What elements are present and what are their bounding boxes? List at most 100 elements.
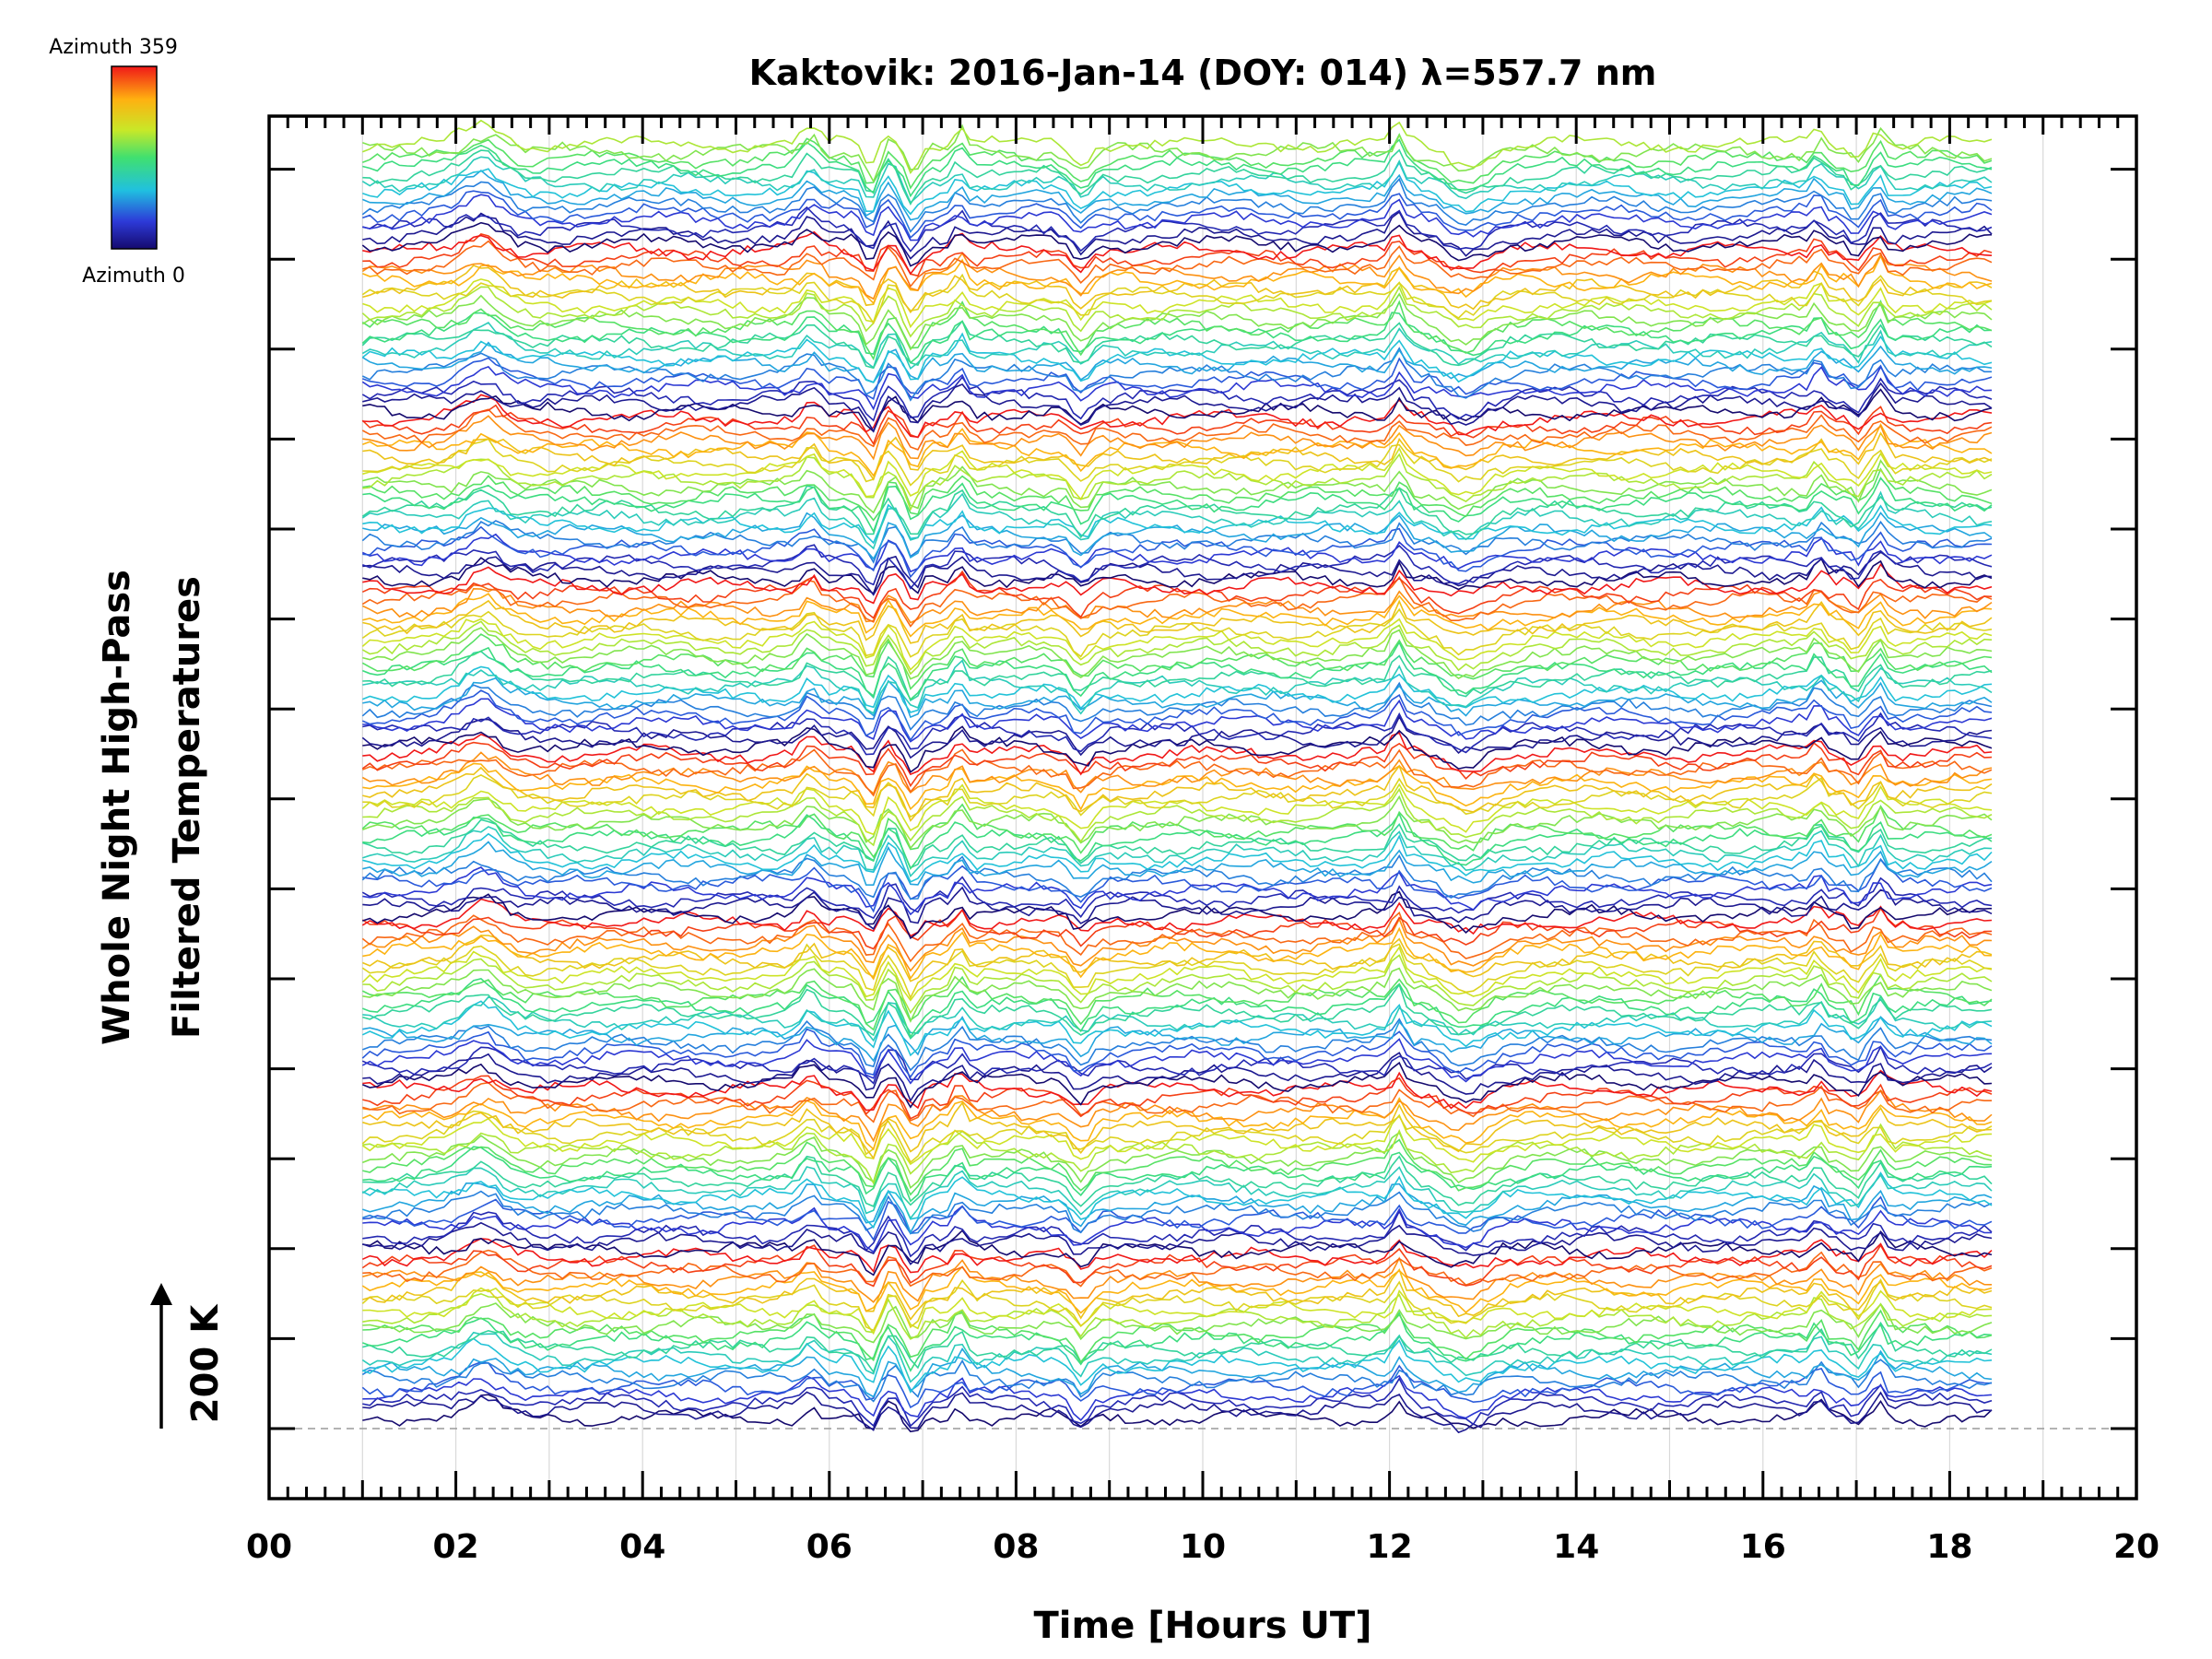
series-line: [362, 1292, 1993, 1340]
series-line: [361, 1045, 1993, 1085]
series-line: [362, 194, 1993, 241]
series-line: [362, 1302, 1993, 1344]
series-line: [362, 967, 1993, 1023]
series-line: [361, 177, 1993, 233]
series-line: [362, 857, 1993, 913]
series-line: [362, 1075, 1993, 1120]
series-line: [362, 1182, 1993, 1235]
series-line: [362, 832, 1993, 883]
series-line: [362, 557, 1993, 595]
series-line: [362, 357, 1993, 400]
x-tick-label: 12: [1367, 1528, 1413, 1566]
series-line: [361, 715, 1993, 759]
colorbar-gradient: [111, 65, 158, 250]
series-line: [361, 404, 1993, 446]
x-tick-label: 06: [806, 1528, 853, 1566]
series-line: [361, 292, 1993, 351]
x-tick-label: 00: [246, 1528, 292, 1566]
series-line: [361, 911, 1993, 963]
series-line: [362, 1287, 1993, 1335]
x-tick-label: 14: [1553, 1528, 1599, 1566]
series-line: [361, 876, 1993, 920]
x-tick-label: 08: [993, 1528, 1039, 1566]
series-line: [362, 841, 1993, 887]
series-line: [362, 1061, 1993, 1109]
series-line: [362, 774, 1993, 818]
x-axis-label: Time [Hours UT]: [1034, 1605, 1372, 1647]
series-line: [362, 1155, 1993, 1207]
x-tick-label: 04: [619, 1528, 665, 1566]
series-line: [362, 1249, 1993, 1288]
x-tick-label: 20: [2113, 1528, 2159, 1566]
series-line: [361, 221, 1993, 267]
series-line: [362, 994, 1993, 1042]
series-line: [362, 190, 1993, 240]
series-line: [362, 665, 1993, 713]
series-line: [361, 681, 1993, 731]
series-group: [361, 119, 1993, 1434]
x-tick-label: 02: [433, 1528, 479, 1566]
series-line: [362, 1018, 1993, 1072]
series-line: [362, 787, 1993, 847]
series-line: [362, 650, 1993, 702]
series-line: [361, 156, 1993, 205]
series-line: [361, 946, 1993, 1002]
series-line: [362, 240, 1993, 288]
series-line: [361, 1331, 1993, 1383]
series-line: [362, 641, 1993, 701]
series-line: [362, 503, 1993, 545]
series-line: [362, 467, 1993, 522]
series-line: [362, 627, 1993, 680]
series-line: [361, 741, 1993, 788]
series-line: [362, 1309, 1993, 1364]
series-line: [362, 453, 1993, 512]
series-line: [361, 520, 1993, 564]
series-line: [361, 1028, 1993, 1078]
series-line: [362, 982, 1993, 1041]
series-line: [362, 1131, 1993, 1190]
series-line: [361, 633, 1993, 690]
series-line: [362, 254, 1993, 305]
series-line: [361, 748, 1993, 797]
series-line: [362, 459, 1993, 514]
series-line: [361, 341, 1993, 383]
series-line: [361, 1097, 1993, 1151]
series-line: [362, 394, 1993, 439]
series-line: [361, 1038, 1993, 1085]
series-line: [362, 562, 1993, 605]
series-line: [362, 230, 1993, 276]
series-line: [362, 388, 1993, 433]
series-line: [362, 978, 1993, 1039]
series-line: [362, 659, 1993, 715]
series-line: [361, 490, 1993, 550]
series-line: [361, 1278, 1993, 1332]
y-axis-label-line2: Filtered Temperatures: [166, 576, 208, 1039]
series-line: [362, 712, 1993, 756]
series-line: [362, 866, 1993, 916]
series-line: [361, 803, 1993, 859]
series-line: [361, 273, 1993, 325]
series-line: [361, 1347, 1993, 1398]
series-line: [362, 512, 1993, 560]
series-line: [362, 278, 1993, 329]
series-line: [361, 907, 1993, 950]
series-line: [361, 689, 1993, 742]
scale-bar: 200 K: [150, 1283, 227, 1429]
x-tick-labels: 00 02 04 06 08 10 12 14 16 18 20: [246, 1528, 2159, 1566]
series-line: [362, 265, 1993, 314]
series-line: [362, 525, 1993, 579]
series-line: [362, 1205, 1993, 1253]
series-line: [362, 677, 1993, 719]
series-line: [362, 926, 1993, 981]
series-line: [361, 587, 1993, 624]
x-tick-label: 10: [1180, 1528, 1226, 1566]
series-line: [362, 210, 1993, 260]
series-line: [361, 1360, 1993, 1409]
plot-frame: [267, 114, 2138, 1500]
series-line: [361, 365, 1993, 411]
series-line: [361, 898, 1993, 937]
series-line: [362, 1081, 1992, 1124]
series-line: [361, 1110, 1993, 1164]
series-line: [361, 1166, 1993, 1220]
series-line: [361, 607, 1993, 658]
